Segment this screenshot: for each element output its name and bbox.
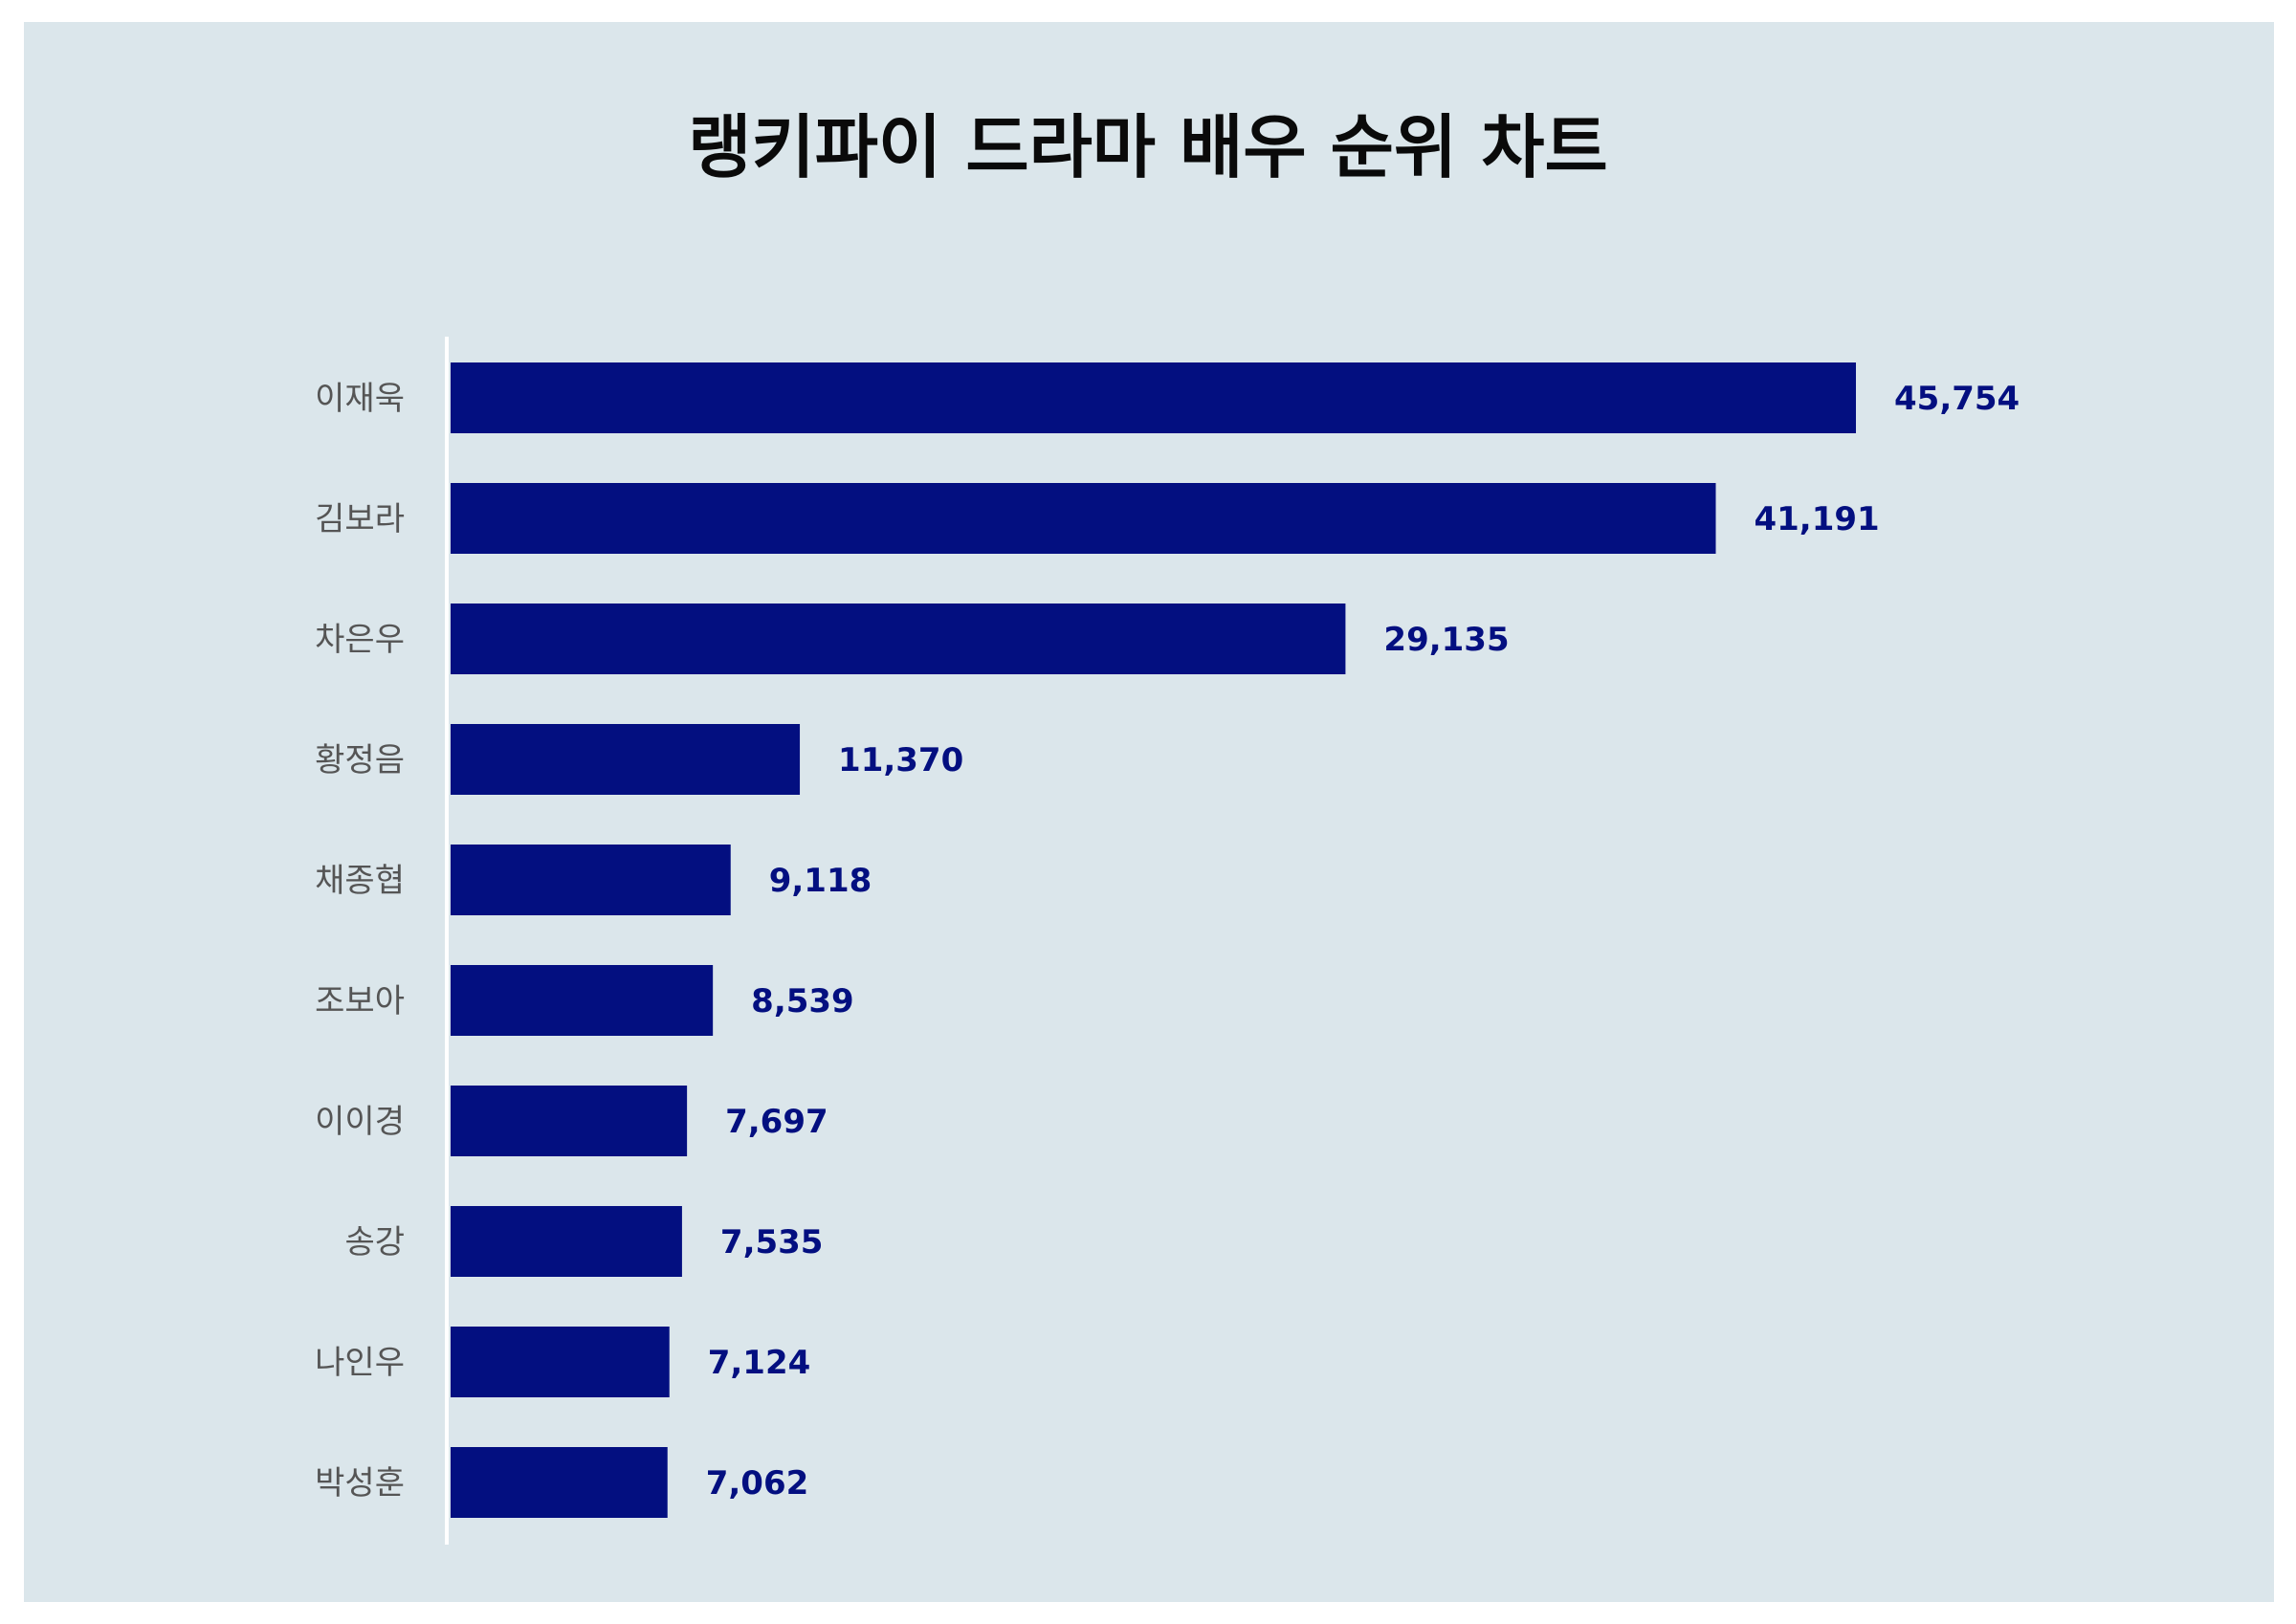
bar-2 — [451, 483, 1716, 554]
value-label-3: 29,135 — [1383, 621, 1509, 659]
bar-3 — [451, 604, 1346, 674]
category-label-2: 김보라 — [315, 500, 405, 538]
bar-9 — [451, 1327, 670, 1397]
bar-7 — [451, 1086, 688, 1156]
value-label-8: 7,535 — [720, 1223, 824, 1262]
category-label-10: 박성훈 — [315, 1464, 405, 1503]
labels-layer: 이재욱 45,754 김보라 41,191 차은우 29,135 황정음 11,370 채종협 9… — [315, 380, 2020, 1503]
category-label-5: 채종협 — [315, 862, 405, 900]
category-label-6: 조보아 — [315, 982, 405, 1020]
bar-5 — [451, 845, 731, 915]
value-label-5: 9,118 — [769, 862, 872, 900]
chart-title: 랭키파이 드라마 배우 순위 차트 — [688, 107, 1608, 187]
category-label-7: 이이경 — [315, 1103, 405, 1141]
value-label-2: 41,191 — [1754, 500, 1879, 538]
bar-1 — [451, 362, 1856, 433]
bars-layer — [451, 362, 1856, 1518]
value-label-7: 7,697 — [725, 1103, 828, 1141]
category-label-3: 차은우 — [315, 621, 405, 659]
bar-8 — [451, 1206, 682, 1277]
value-label-6: 8,539 — [751, 982, 854, 1020]
chart-background — [24, 22, 2274, 1602]
bar-4 — [451, 724, 801, 795]
category-label-1: 이재욱 — [315, 380, 405, 418]
value-label-10: 7,062 — [706, 1464, 809, 1503]
category-label-9: 나인우 — [315, 1344, 405, 1382]
value-label-1: 45,754 — [1894, 380, 2020, 418]
bar-6 — [451, 965, 714, 1036]
category-label-4: 황정음 — [315, 741, 405, 779]
category-label-8: 송강 — [344, 1223, 405, 1262]
value-label-4: 11,370 — [838, 741, 963, 779]
bar-10 — [451, 1447, 668, 1518]
value-label-9: 7,124 — [708, 1344, 811, 1382]
